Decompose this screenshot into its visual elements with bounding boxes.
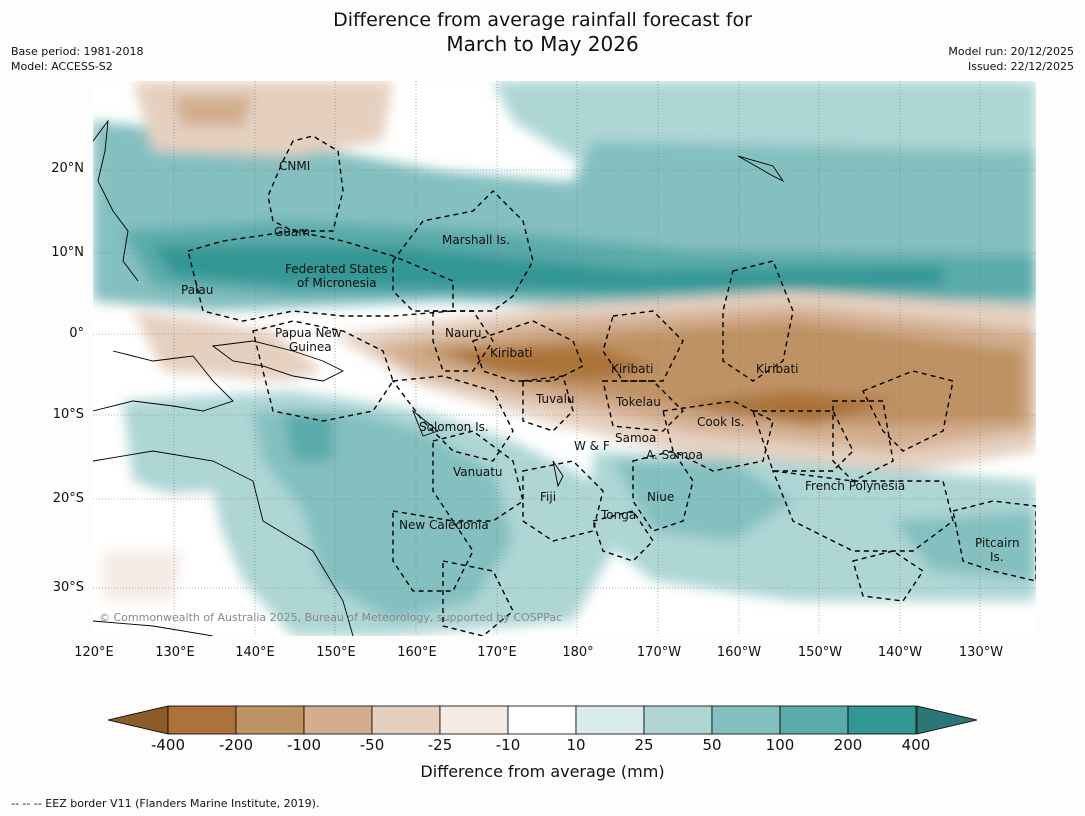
label-cook: Cook Is. — [697, 415, 744, 429]
colorbar-segments — [167, 705, 917, 735]
label-fsm-1: Federated States — [285, 262, 387, 276]
colorbar — [107, 705, 978, 735]
lat-10n: 10°N — [51, 245, 84, 260]
label-tokelau: Tokelau — [615, 395, 661, 409]
lon-150w: 150°W — [797, 645, 843, 660]
label-kiribati-2: Kiribati — [611, 362, 653, 376]
label-french-polynesia: French Polynesia — [805, 479, 905, 493]
place-labels: CNMI Guam Marshall Is. Federated States … — [181, 159, 1020, 564]
lon-170w: 170°W — [636, 645, 682, 660]
lon-180: 180° — [562, 645, 594, 660]
lon-150e: 150°E — [316, 645, 356, 660]
lat-10s: 10°S — [52, 407, 84, 422]
lat-20s: 20°S — [52, 491, 84, 506]
colorbar-segment — [507, 705, 577, 735]
footer-note: -- -- -- EEZ border V11 (Flanders Marine… — [11, 797, 320, 810]
base-period: Base period: 1981-2018 — [11, 45, 144, 58]
label-tonga: Tonga — [600, 508, 636, 522]
cb-tick-8: 50 — [702, 736, 722, 754]
cb-tick-6: 10 — [566, 736, 586, 754]
cb-tick-4: -25 — [427, 736, 453, 754]
colorbar-segment — [643, 705, 713, 735]
label-niue: Niue — [647, 490, 674, 504]
label-wf: W & F — [574, 439, 610, 453]
lat-0: 0° — [69, 326, 84, 341]
label-fsm-2: of Micronesia — [297, 276, 377, 290]
label-samoa: Samoa — [615, 431, 656, 445]
colorbar-segment — [847, 705, 917, 735]
label-kiribati-3: Kiribati — [756, 362, 798, 376]
label-cnmi: CNMI — [279, 159, 310, 173]
eez-borders — [187, 135, 1036, 636]
lon-170e: 170°E — [477, 645, 517, 660]
colorbar-segment — [711, 705, 781, 735]
issued-date: Issued: 22/12/2025 — [967, 60, 1074, 73]
lon-160e: 160°E — [397, 645, 437, 660]
colorbar-over-arrow — [916, 705, 978, 735]
colorbar-segment — [235, 705, 305, 735]
meta-left: Base period: 1981-2018 Model: ACCESS-S2 — [11, 44, 143, 74]
map-title: Difference from average rainfall forecas… — [0, 8, 1085, 56]
cb-tick-1: -200 — [218, 736, 254, 754]
rainfall-map: CNMI Guam Marshall Is. Federated States … — [93, 81, 1036, 636]
lon-160w: 160°W — [716, 645, 762, 660]
copyright-text: © Commonwealth of Australia 2025, Bureau… — [99, 611, 562, 624]
label-marshall: Marshall Is. — [442, 233, 510, 247]
lat-30s: 30°S — [52, 580, 84, 595]
cb-tick-3: -50 — [359, 736, 385, 754]
label-palau: Palau — [181, 283, 213, 297]
title-line-2: March to May 2026 — [446, 32, 639, 56]
cb-tick-11: 400 — [901, 736, 931, 754]
cb-tick-9: 100 — [765, 736, 795, 754]
label-kiribati-1: Kiribati — [490, 346, 532, 360]
colorbar-segment — [371, 705, 441, 735]
graticule — [93, 81, 1036, 636]
meta-right: Model run: 20/12/2025 Issued: 22/12/2025 — [948, 44, 1074, 74]
colorbar-label: Difference from average (mm) — [420, 762, 665, 781]
colorbar-under-arrow — [107, 705, 169, 735]
cb-tick-10: 200 — [833, 736, 863, 754]
cb-tick-2: -100 — [286, 736, 322, 754]
label-solomon: Solomon Is. — [419, 420, 489, 434]
label-png-1: Papua New — [275, 326, 342, 340]
cb-tick-7: 25 — [634, 736, 654, 754]
rainfall-fields — [93, 81, 1036, 636]
lon-130w: 130°W — [958, 645, 1004, 660]
colorbar-segment — [575, 705, 645, 735]
label-new-caledonia: New Caledonia — [399, 518, 489, 532]
coastlines — [93, 119, 785, 636]
label-vanuatu: Vanuatu — [453, 465, 503, 479]
cb-tick-0: -400 — [150, 736, 186, 754]
lon-120e: 120°E — [74, 645, 114, 660]
colorbar-segment — [439, 705, 509, 735]
label-guam: Guam — [274, 225, 310, 239]
label-nauru: Nauru — [445, 326, 481, 340]
cb-tick-5: -10 — [495, 736, 521, 754]
model-name: Model: ACCESS-S2 — [11, 60, 113, 73]
colorbar-segment — [779, 705, 849, 735]
label-tuvalu: Tuvalu — [535, 392, 575, 406]
model-run: Model run: 20/12/2025 — [948, 45, 1074, 58]
colorbar-segment — [167, 705, 237, 735]
lon-140w: 140°W — [877, 645, 923, 660]
title-line-1: Difference from average rainfall forecas… — [333, 9, 752, 31]
lon-130e: 130°E — [155, 645, 195, 660]
label-asamoa: A. Samoa — [646, 448, 703, 462]
lon-140e: 140°E — [235, 645, 275, 660]
label-fiji: Fiji — [540, 490, 556, 504]
lat-20n: 20°N — [51, 161, 84, 176]
label-png-2: Guinea — [289, 340, 332, 354]
colorbar-segment — [303, 705, 373, 735]
label-pitcairn-1: Pitcairn — [975, 536, 1020, 550]
label-pitcairn-2: Is. — [990, 550, 1004, 564]
